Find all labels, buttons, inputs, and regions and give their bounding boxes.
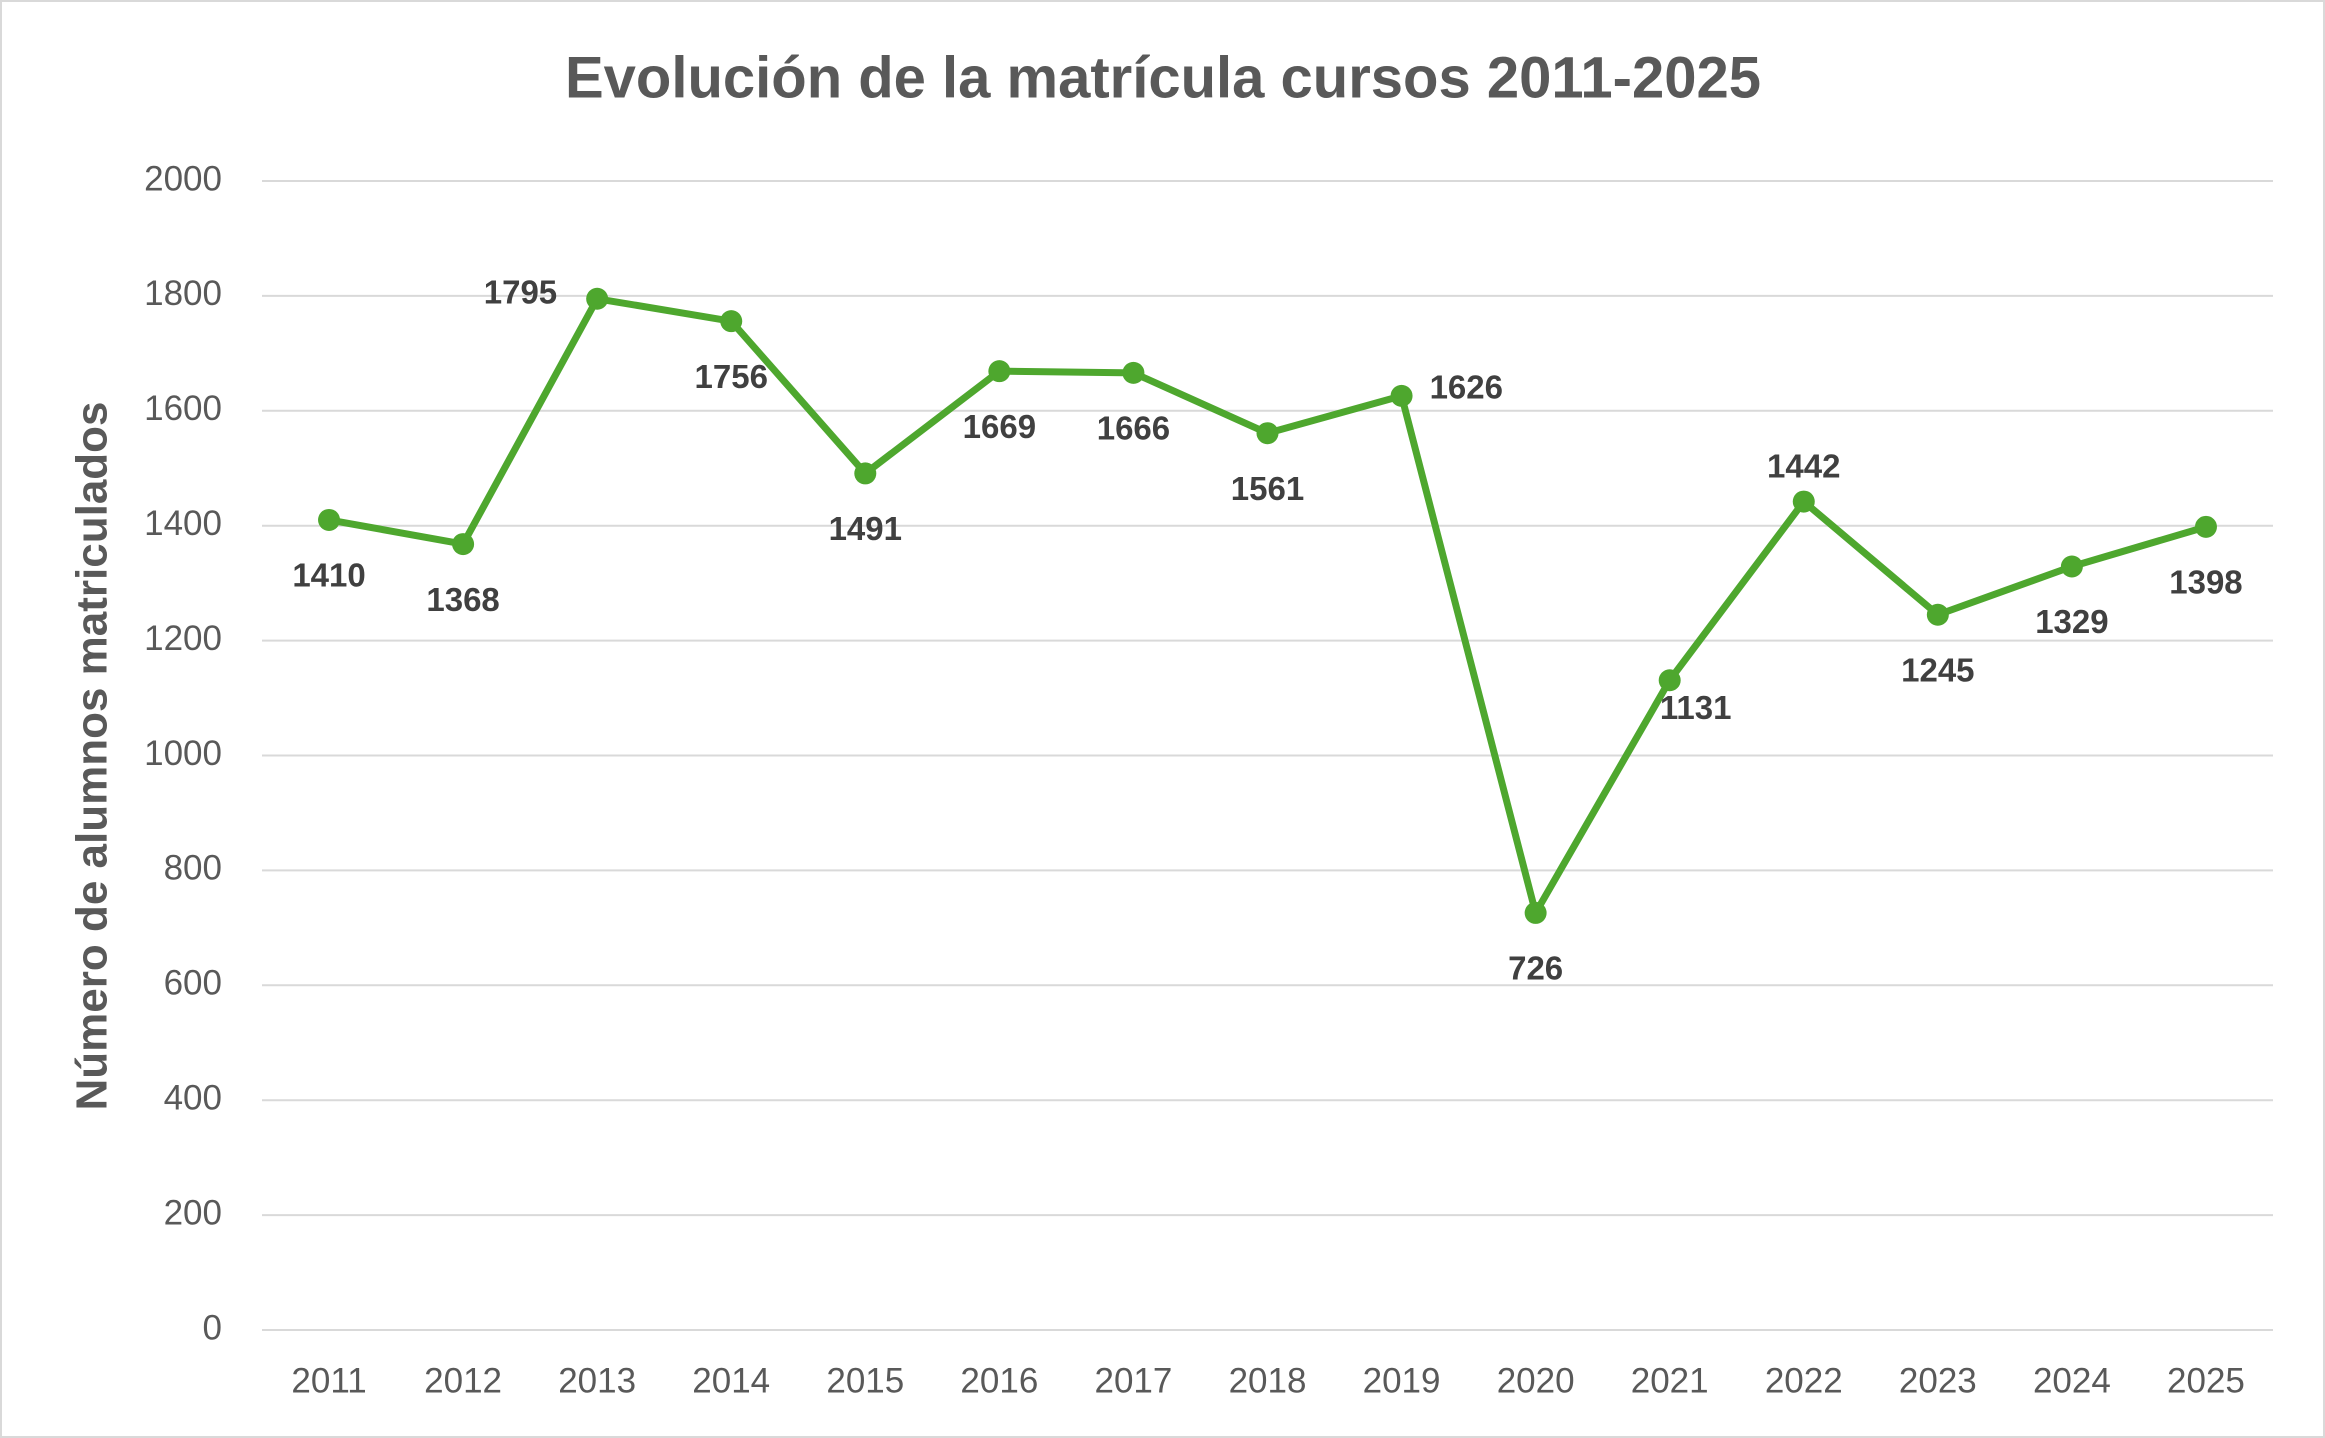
data-label: 1329 xyxy=(2035,603,2108,640)
data-label: 1669 xyxy=(963,408,1036,445)
data-label: 726 xyxy=(1508,950,1563,987)
y-tick-label: 2000 xyxy=(144,159,222,198)
data-label: 1756 xyxy=(695,358,768,395)
x-tick-label: 2013 xyxy=(558,1361,636,1400)
data-point xyxy=(318,508,341,531)
x-tick-label: 2015 xyxy=(826,1361,904,1400)
data-label: 1795 xyxy=(484,273,557,310)
y-tick-label: 1000 xyxy=(144,734,222,773)
data-point xyxy=(452,533,475,556)
y-tick-label: 800 xyxy=(164,849,222,888)
y-tick-label: 1600 xyxy=(144,389,222,428)
y-tick-label: 1200 xyxy=(144,619,222,658)
data-point xyxy=(1926,603,1949,626)
x-tick-label: 2025 xyxy=(2167,1361,2245,1400)
x-tick-label: 2016 xyxy=(960,1361,1038,1400)
x-tick-label: 2024 xyxy=(2033,1361,2111,1400)
x-tick-label: 2021 xyxy=(1631,1361,1709,1400)
x-tick-label: 2012 xyxy=(424,1361,502,1400)
data-point xyxy=(1792,490,1815,513)
data-point xyxy=(586,287,609,310)
y-axis-label: Número de alumnos matriculados xyxy=(68,401,117,1110)
x-tick-label: 2019 xyxy=(1363,1361,1441,1400)
y-tick-label: 1800 xyxy=(144,274,222,313)
x-tick-label: 2020 xyxy=(1497,1361,1575,1400)
data-label: 1368 xyxy=(426,581,499,618)
x-tick-label: 2014 xyxy=(692,1361,770,1400)
data-label: 1491 xyxy=(829,510,902,547)
data-label: 1626 xyxy=(1430,369,1503,406)
data-point xyxy=(1122,361,1145,384)
x-tick-label: 2011 xyxy=(291,1361,366,1400)
data-label: 1561 xyxy=(1231,470,1304,507)
y-tick-label: 600 xyxy=(164,964,222,1003)
data-label: 1398 xyxy=(2169,564,2242,601)
chart-title: Evolución de la matrícula cursos 2011-20… xyxy=(565,45,1761,110)
data-point xyxy=(854,462,877,485)
y-tick-label: 0 xyxy=(203,1308,222,1347)
x-tick-label: 2022 xyxy=(1765,1361,1843,1400)
data-point xyxy=(1390,384,1413,407)
data-point xyxy=(988,360,1011,383)
y-tick-label: 200 xyxy=(164,1193,222,1232)
x-tick-label: 2017 xyxy=(1094,1361,1172,1400)
data-label: 1131 xyxy=(1660,689,1732,726)
data-label: 1666 xyxy=(1097,410,1170,447)
x-tick-label: 2018 xyxy=(1229,1361,1307,1400)
data-point xyxy=(1256,422,1279,445)
data-point xyxy=(2194,515,2217,538)
data-label: 1410 xyxy=(292,557,365,594)
y-tick-label: 400 xyxy=(164,1078,222,1117)
data-point xyxy=(720,310,743,333)
y-tick-label: 1400 xyxy=(144,504,222,543)
data-point xyxy=(1524,901,1547,924)
x-tick-label: 2023 xyxy=(1899,1361,1977,1400)
data-point xyxy=(2060,555,2083,578)
data-point xyxy=(1658,669,1681,692)
data-label: 1245 xyxy=(1901,651,1974,688)
data-label: 1442 xyxy=(1767,447,1840,484)
